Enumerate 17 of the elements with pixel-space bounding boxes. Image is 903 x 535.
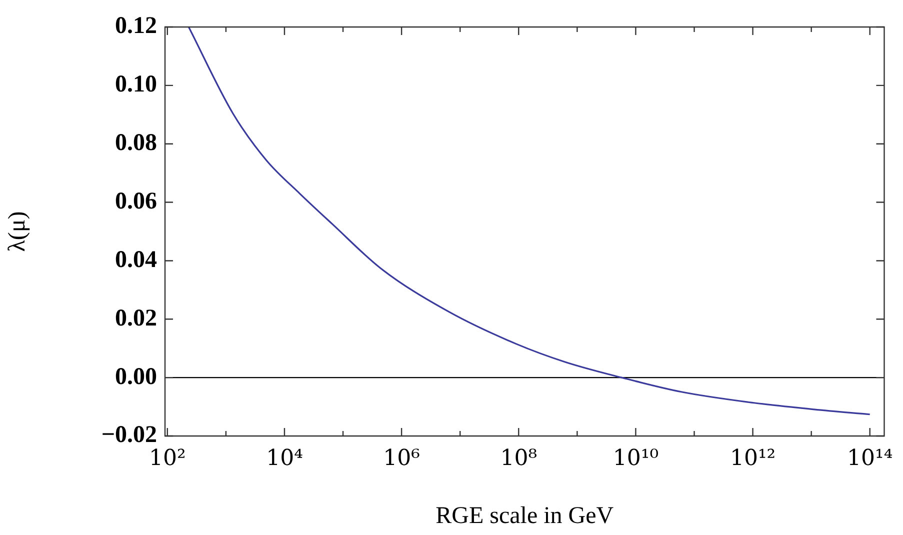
y-tick-label: 0.10 — [115, 72, 157, 98]
y-tick-label: 0.00 — [115, 364, 157, 390]
x-tick-label: 10¹⁰ — [612, 446, 659, 471]
y-tick-label: −0.02 — [101, 422, 157, 448]
y-axis-title: λ(μ) — [4, 211, 31, 252]
x-tick-label: 10² — [148, 446, 186, 471]
x-tick-label: 10¹² — [730, 446, 776, 471]
x-tick-label: 10⁸ — [500, 446, 538, 471]
y-tick-label: 0.12 — [115, 13, 157, 40]
y-tick-label: 0.08 — [115, 130, 157, 156]
x-axis-title: RGE scale in GeV — [436, 502, 614, 529]
y-tick-label: 0.06 — [115, 188, 157, 214]
x-tick-label: 10¹⁴ — [847, 446, 893, 471]
y-tick-label: 0.04 — [115, 246, 157, 273]
y-tick-label: 0.02 — [115, 305, 157, 332]
x-tick-label: 10⁶ — [383, 446, 420, 471]
x-tick-label: 10⁴ — [266, 446, 304, 471]
